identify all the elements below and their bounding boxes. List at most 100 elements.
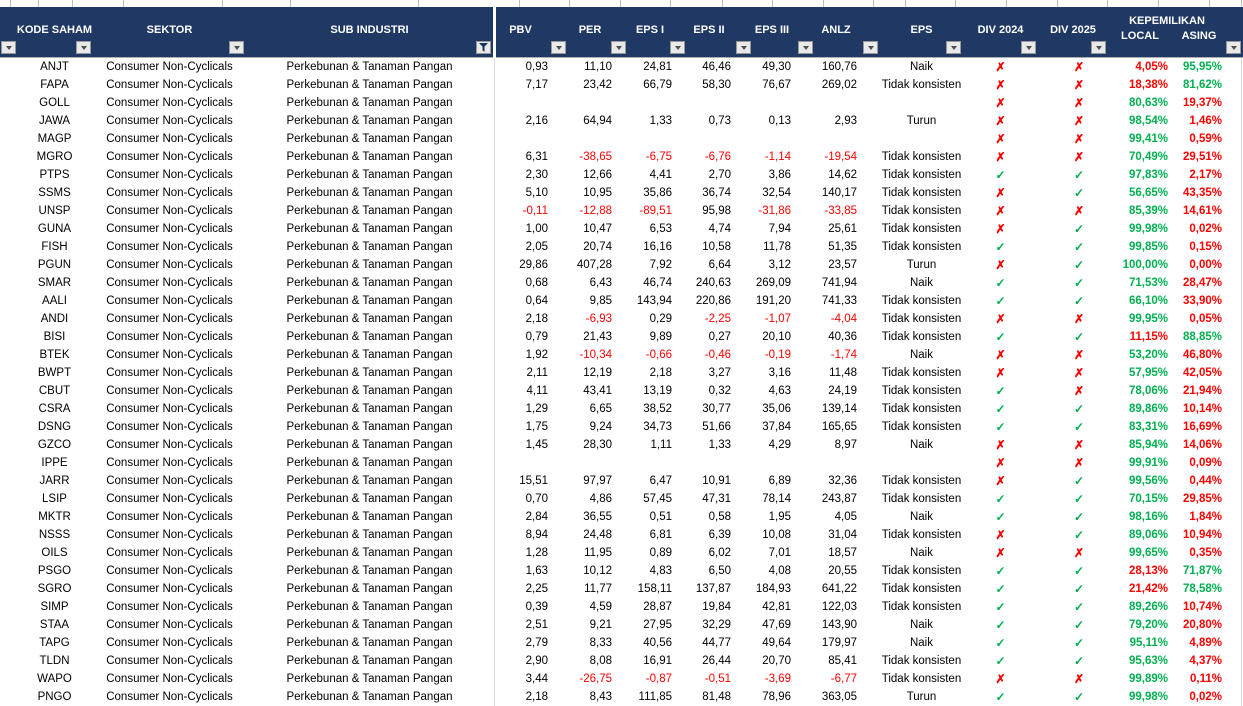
cell-per[interactable] — [568, 94, 628, 112]
filter-button-kepemilikan[interactable] — [1226, 41, 1241, 54]
cell-spacer[interactable] — [0, 274, 16, 292]
column-header-anlz[interactable]: ANLZ — [815, 7, 880, 57]
cell-local[interactable]: 97,83% — [1128, 169, 1168, 181]
cell-spacer[interactable] — [0, 472, 16, 490]
cell-div-2025[interactable]: ✓ — [1073, 564, 1085, 578]
cell-anlz[interactable]: 2,93 — [834, 115, 857, 127]
cell-asing[interactable]: 16,69% — [1182, 421, 1222, 433]
cell-per[interactable]: 11,10 — [584, 61, 612, 73]
cell-eps-trend[interactable]: Tidak konsisten — [881, 79, 962, 91]
cell-code[interactable]: AALI — [42, 295, 67, 307]
filter-button-eps2[interactable] — [736, 41, 751, 54]
cell-asing[interactable]: 0,44% — [1189, 475, 1222, 487]
cell-sector[interactable]: Consumer Non-Cyclicals — [106, 241, 233, 253]
cell-pbv[interactable]: 1,45 — [525, 439, 548, 451]
cell-spacer[interactable] — [0, 562, 16, 580]
cell-spacer[interactable] — [0, 544, 16, 562]
cell-sub-industry[interactable]: Perkebunan & Tanaman Pangan — [286, 313, 453, 325]
cell-code[interactable]: ANJT — [40, 61, 69, 73]
cell-eps1[interactable]: 40,56 — [643, 637, 672, 649]
cell-code[interactable]: STAA — [39, 619, 70, 631]
cell-eps3[interactable] — [753, 454, 815, 472]
cell-eps2[interactable]: 58,30 — [702, 79, 731, 91]
cell-div-2024[interactable]: ✓ — [995, 582, 1006, 596]
cell-asing[interactable]: 0,09% — [1189, 457, 1222, 469]
cell-sub-industry[interactable]: Perkebunan & Tanaman Pangan — [286, 583, 453, 595]
cell-pbv[interactable]: 2,79 — [525, 637, 548, 649]
cell-div-2025[interactable]: ✗ — [1073, 132, 1085, 146]
cell-sub-industry[interactable]: Perkebunan & Tanaman Pangan — [286, 403, 453, 415]
cell-eps1[interactable]: -6,75 — [645, 151, 672, 163]
cell-asing[interactable]: 28,47% — [1182, 277, 1222, 289]
cell-spacer[interactable] — [0, 436, 16, 454]
cell-asing[interactable]: 78,58% — [1182, 583, 1222, 595]
cell-anlz[interactable]: 11,48 — [829, 367, 857, 379]
cell-div-2025[interactable]: ✓ — [1073, 330, 1085, 344]
cell-eps-trend[interactable]: Turun — [906, 691, 937, 703]
cell-asing[interactable]: 4,37% — [1189, 655, 1222, 667]
cell-per[interactable]: 64,94 — [583, 115, 612, 127]
cell-sub-industry[interactable]: Perkebunan & Tanaman Pangan — [286, 421, 453, 433]
cell-code[interactable]: PSGO — [37, 565, 72, 577]
cell-sub-industry[interactable]: Perkebunan & Tanaman Pangan — [286, 151, 453, 163]
filter-button-blank[interactable] — [1, 41, 16, 54]
cell-local[interactable]: 53,20% — [1128, 349, 1168, 361]
cell-pbv[interactable]: 2,18 — [525, 691, 548, 703]
cell-asing[interactable]: 1,46% — [1189, 115, 1222, 127]
cell-eps3[interactable]: -31,86 — [758, 205, 791, 217]
cell-code[interactable]: BISI — [43, 331, 66, 343]
cell-sector[interactable]: Consumer Non-Cyclicals — [106, 637, 233, 649]
cell-sub-industry[interactable]: Perkebunan & Tanaman Pangan — [286, 511, 453, 523]
cell-sector[interactable]: Consumer Non-Cyclicals — [106, 673, 233, 685]
cell-pbv[interactable]: 7,17 — [525, 79, 548, 91]
cell-spacer[interactable] — [0, 346, 16, 364]
cell-div-2024[interactable]: ✗ — [995, 474, 1006, 488]
cell-code[interactable]: WAPO — [37, 673, 72, 685]
cell-eps2[interactable]: 10,91 — [702, 475, 731, 487]
cell-eps2[interactable]: -2,25 — [704, 313, 731, 325]
cell-code[interactable]: SIMP — [40, 601, 69, 613]
cell-asing[interactable]: 10,14% — [1182, 403, 1222, 415]
cell-pbv[interactable]: 6,31 — [525, 151, 548, 163]
cell-eps-trend[interactable]: Naik — [909, 511, 933, 523]
cell-anlz[interactable]: 179,97 — [821, 637, 857, 649]
cell-div-2025[interactable]: ✗ — [1073, 546, 1085, 560]
cell-local[interactable]: 99,89% — [1128, 673, 1168, 685]
filter-button-anlz[interactable] — [863, 41, 878, 54]
cell-eps-trend[interactable] — [880, 94, 963, 112]
column-header-eps1[interactable]: EPS I — [628, 7, 687, 57]
cell-eps1[interactable] — [628, 94, 687, 112]
cell-eps-trend[interactable]: Tidak konsisten — [881, 529, 962, 541]
cell-pbv[interactable]: 2,11 — [526, 367, 548, 379]
cell-anlz[interactable]: 8,97 — [834, 439, 857, 451]
cell-eps3[interactable]: 49,30 — [762, 61, 791, 73]
cell-div-2025[interactable]: ✗ — [1073, 60, 1085, 74]
cell-eps3[interactable]: 4,08 — [768, 565, 791, 577]
cell-eps2[interactable]: 19,84 — [702, 601, 731, 613]
cell-eps-trend[interactable]: Tidak konsisten — [881, 151, 962, 163]
cell-sub-industry[interactable]: Perkebunan & Tanaman Pangan — [286, 187, 453, 199]
cell-eps-trend[interactable]: Tidak konsisten — [881, 565, 962, 577]
cell-eps3[interactable]: 6,89 — [768, 475, 791, 487]
cell-per[interactable]: 9,85 — [589, 295, 612, 307]
cell-sector[interactable]: Consumer Non-Cyclicals — [106, 619, 233, 631]
filter-button-pbv[interactable] — [551, 41, 566, 54]
cell-anlz[interactable]: 31,04 — [828, 529, 857, 541]
cell-eps-trend[interactable]: Tidak konsisten — [881, 493, 962, 505]
cell-eps2[interactable]: 44,77 — [702, 637, 731, 649]
cell-div-2024[interactable]: ✓ — [995, 294, 1006, 308]
cell-spacer[interactable] — [0, 184, 16, 202]
cell-eps-trend[interactable] — [880, 130, 963, 148]
cell-asing[interactable]: 42,05% — [1182, 367, 1222, 379]
column-header-eps2[interactable]: EPS II — [687, 7, 753, 57]
cell-code[interactable]: CBUT — [38, 385, 71, 397]
cell-div-2024[interactable]: ✗ — [995, 150, 1006, 164]
cell-per[interactable]: 8,08 — [589, 655, 612, 667]
cell-div-2024[interactable]: ✓ — [995, 690, 1006, 704]
cell-local[interactable]: 18,38% — [1128, 79, 1168, 91]
filter-button-div-2024[interactable] — [1021, 41, 1036, 54]
cell-asing[interactable]: 0,15% — [1189, 241, 1222, 253]
cell-div-2024[interactable]: ✓ — [995, 276, 1006, 290]
cell-anlz[interactable]: 51,35 — [828, 241, 857, 253]
column-header-pbv[interactable]: PBV — [493, 7, 568, 57]
